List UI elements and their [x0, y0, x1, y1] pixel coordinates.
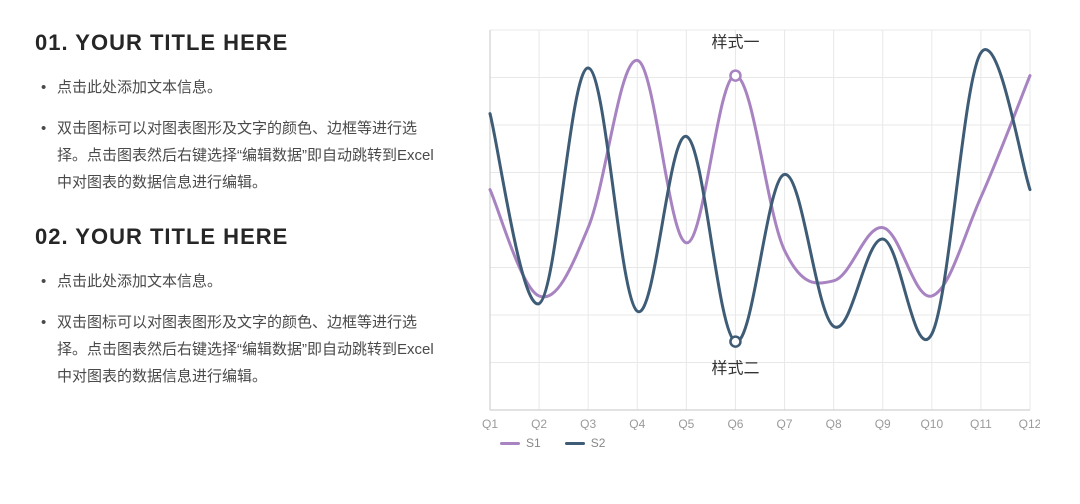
x-axis-label: Q2 — [531, 417, 547, 430]
section-1-title: 01. YOUR TITLE HERE — [35, 30, 440, 56]
section-2-bullets: 点击此处添加文本信息。 双击图标可以对图表图形及文字的颜色、边框等进行选择。点击… — [35, 268, 440, 390]
slide: 01. YOUR TITLE HERE 点击此处添加文本信息。 双击图标可以对图… — [0, 0, 1080, 504]
line-chart: Q1 Q2 Q3 Q4 Q5 Q6 Q7 Q8 Q9 Q10 Q11 Q12 样式一样式二 — [460, 10, 1040, 430]
x-axis-label: Q8 — [826, 417, 842, 430]
chart-legend: S1 S2 — [500, 436, 1060, 450]
x-axis-label: Q12 — [1019, 417, 1040, 430]
list-item: 双击图标可以对图表图形及文字的颜色、边框等进行选择。点击图表然后右键选择“编辑数… — [35, 309, 440, 390]
legend-swatch — [500, 442, 520, 445]
section-1-bullets: 点击此处添加文本信息。 双击图标可以对图表图形及文字的颜色、边框等进行选择。点击… — [35, 74, 440, 196]
legend-label: S1 — [526, 436, 541, 450]
x-axis-label: Q6 — [727, 417, 743, 430]
x-axis-label: Q5 — [678, 417, 694, 430]
left-column: 01. YOUR TITLE HERE 点击此处添加文本信息。 双击图标可以对图… — [0, 0, 460, 504]
callout-label: 样式一 — [711, 34, 759, 52]
x-axis-label: Q11 — [970, 417, 992, 430]
x-axis-label: Q7 — [777, 417, 793, 430]
callout-marker — [730, 71, 740, 81]
legend-item: S2 — [565, 436, 606, 450]
right-column: Q1 Q2 Q3 Q4 Q5 Q6 Q7 Q8 Q9 Q10 Q11 Q12 样式一样式二 S1 S2 — [460, 0, 1080, 504]
list-item: 点击此处添加文本信息。 — [35, 74, 440, 101]
legend-item: S1 — [500, 436, 541, 450]
callout-marker — [730, 337, 740, 347]
list-item: 点击此处添加文本信息。 — [35, 268, 440, 295]
legend-label: S2 — [591, 436, 606, 450]
section-2-title: 02. YOUR TITLE HERE — [35, 224, 440, 250]
x-axis-label: Q9 — [875, 417, 891, 430]
legend-swatch — [565, 442, 585, 445]
list-item: 双击图标可以对图表图形及文字的颜色、边框等进行选择。点击图表然后右键选择“编辑数… — [35, 115, 440, 196]
x-axis-label: Q10 — [920, 417, 943, 430]
callout-label: 样式二 — [711, 360, 759, 378]
x-axis-label: Q3 — [580, 417, 596, 430]
x-axis-label: Q4 — [629, 417, 645, 430]
x-axis-label: Q1 — [482, 417, 498, 430]
